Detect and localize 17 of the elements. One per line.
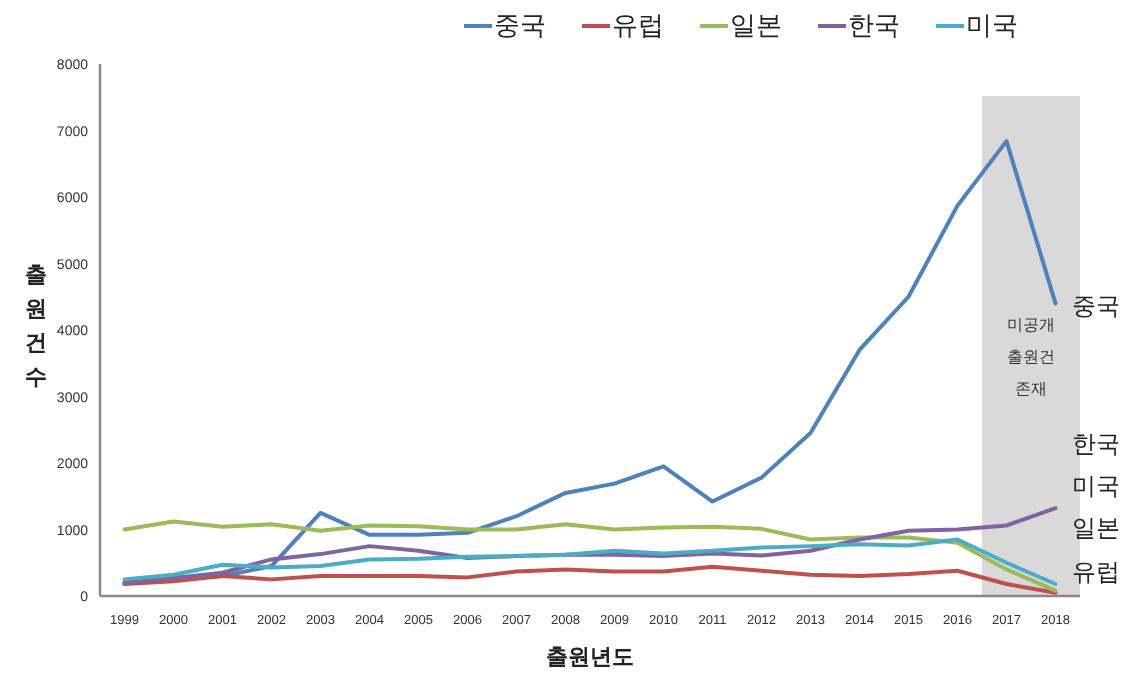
annotation: 한국	[1072, 430, 1120, 458]
annotation: 일본	[1072, 514, 1120, 542]
band-label: 미공개 출원건 존재	[1007, 316, 1055, 398]
legend-label: 일본	[730, 10, 782, 40]
line-series	[122, 564, 1058, 595]
legend-label: 한국	[848, 10, 900, 40]
annotation: 미국	[1072, 472, 1120, 500]
legend-label: 중국	[494, 10, 546, 40]
line-series	[122, 519, 1058, 593]
annotation: 유럽	[1072, 558, 1120, 586]
x-axis-title: 출원년도	[546, 646, 634, 670]
annotation: 중국	[1072, 292, 1120, 320]
y-axis-title: 출원건수	[25, 264, 47, 390]
line-series	[122, 537, 1058, 587]
legend-label: 유럽	[612, 10, 664, 40]
legend-label: 미국	[966, 10, 1018, 40]
line-series	[122, 506, 1058, 585]
